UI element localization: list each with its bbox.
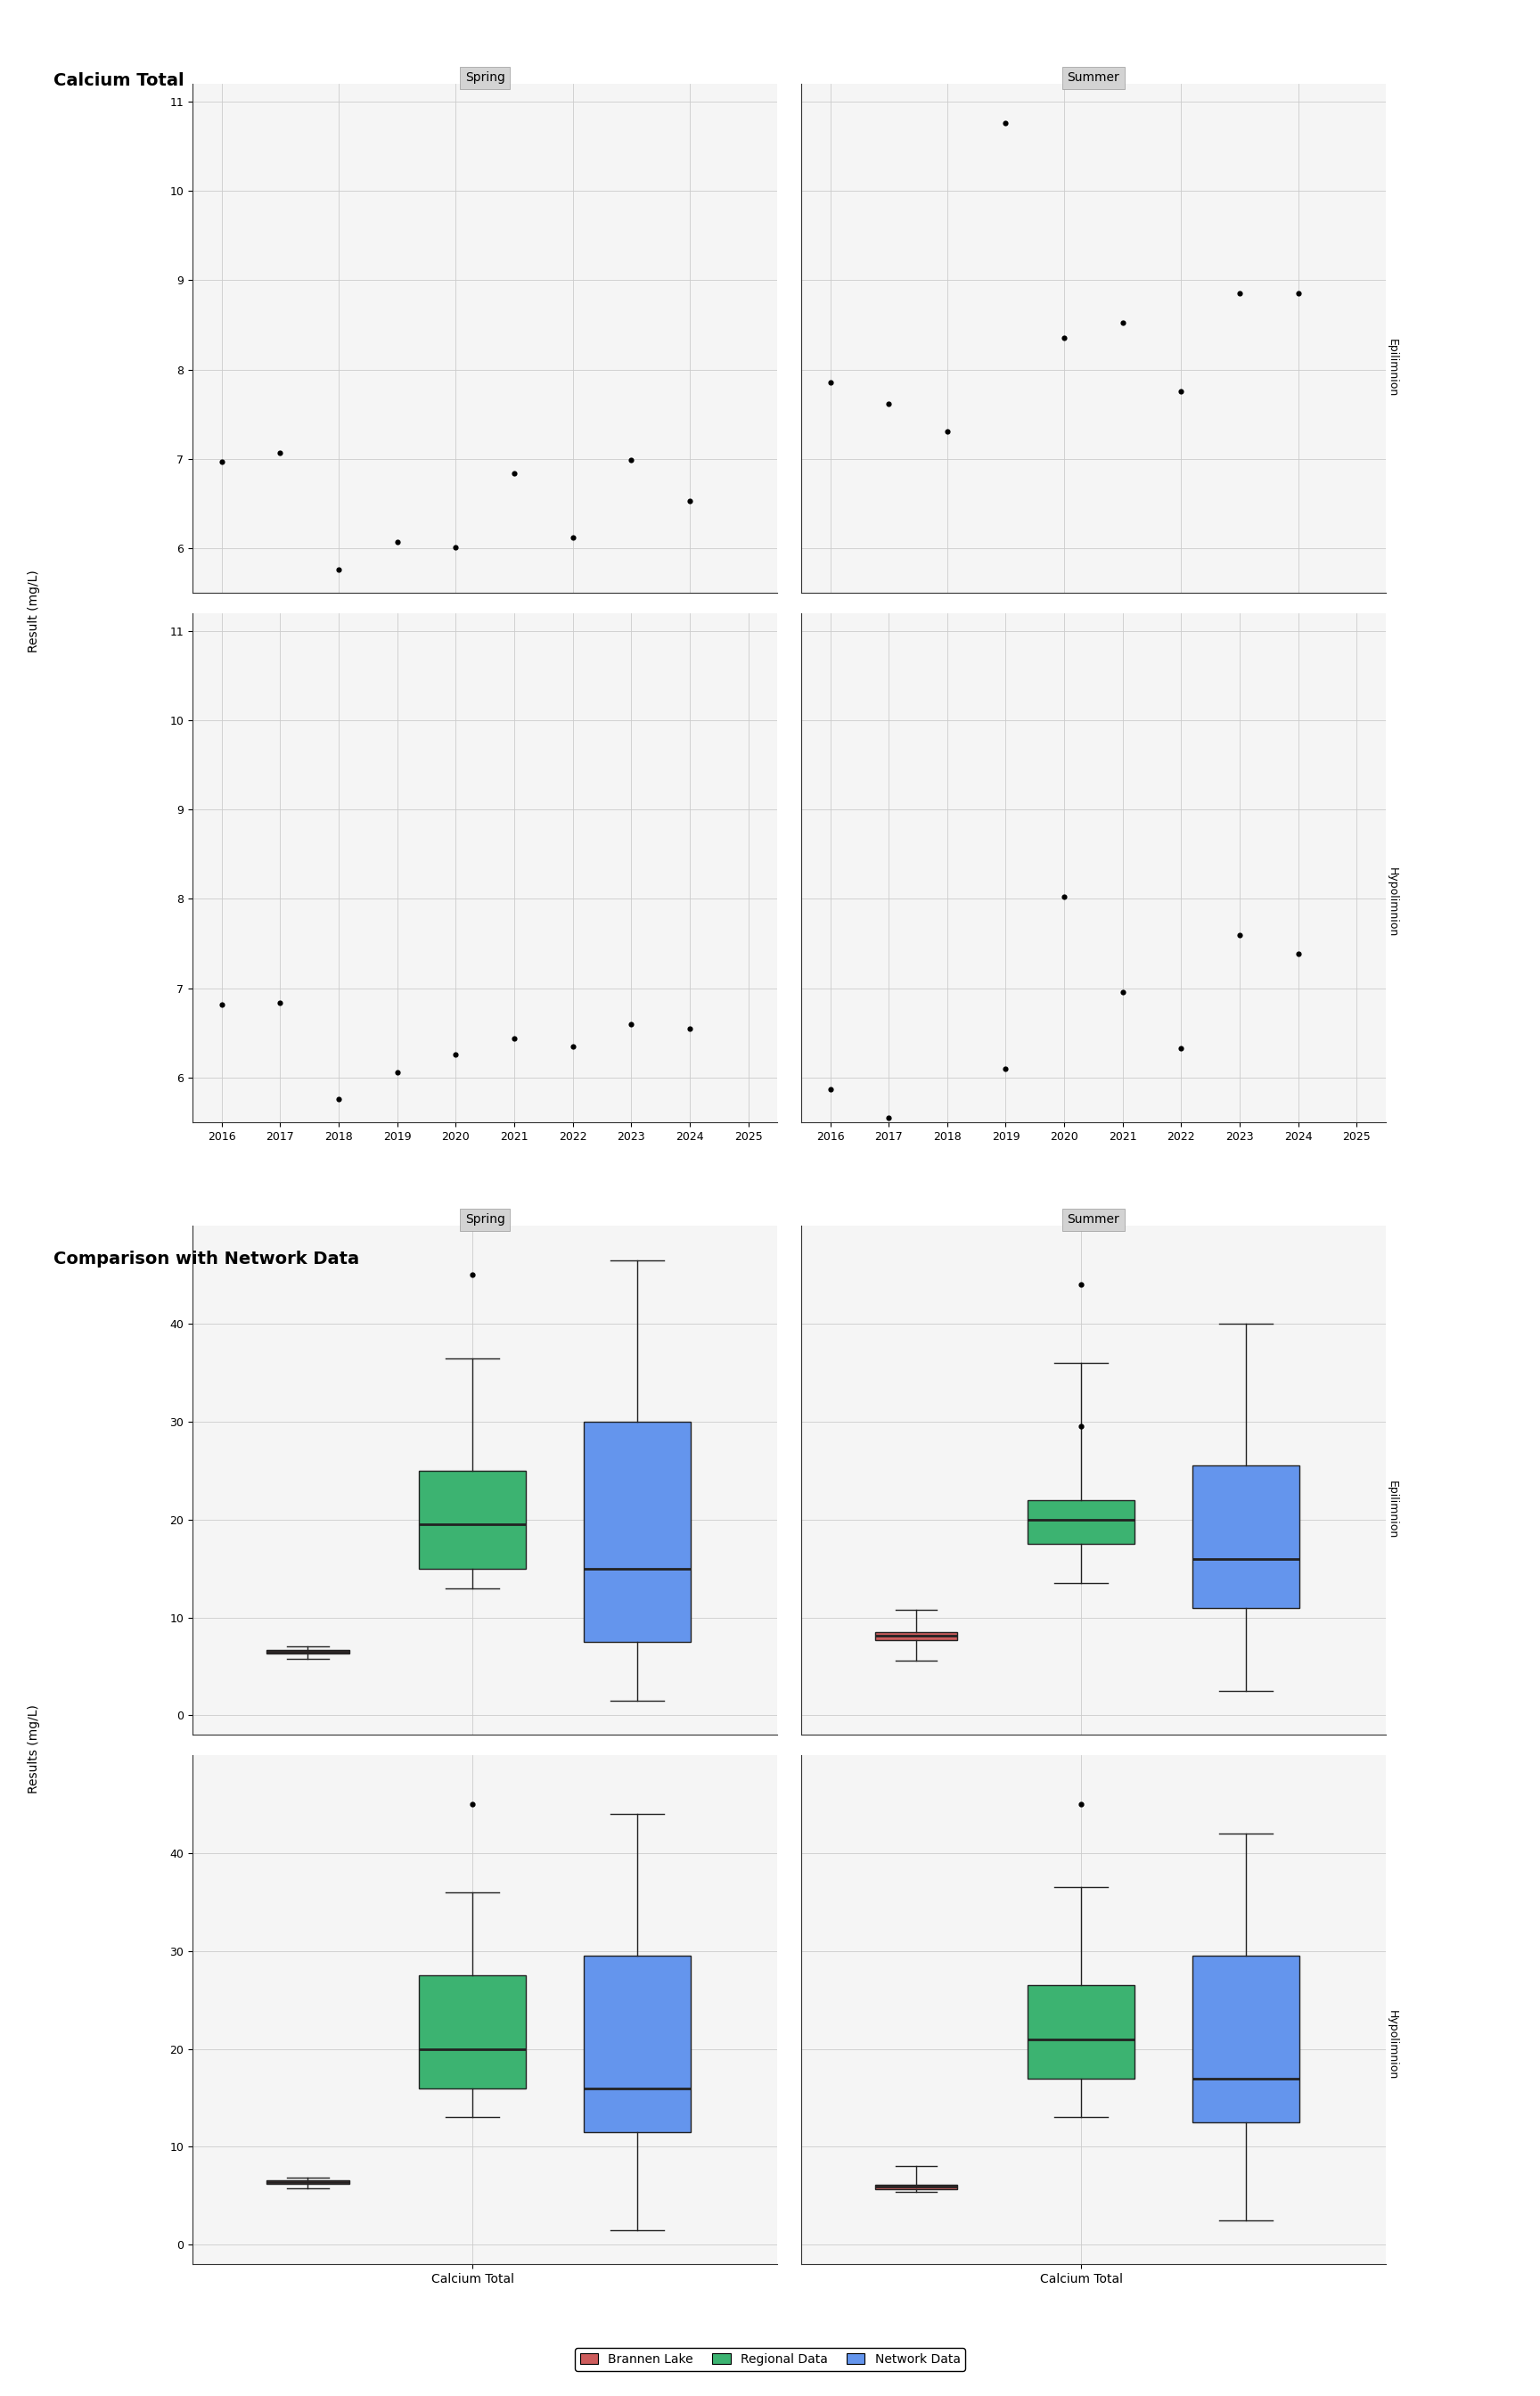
Point: [1227, 915, 1252, 954]
PathPatch shape: [584, 1421, 691, 1641]
Point: [993, 103, 1018, 141]
Title: Summer: Summer: [1067, 72, 1120, 84]
Point: [876, 1097, 901, 1136]
Point: [818, 1071, 842, 1109]
Title: Spring: Spring: [465, 1212, 505, 1227]
Point: [385, 1052, 410, 1090]
Point: [1286, 276, 1311, 314]
Point: [678, 482, 702, 520]
Point: [1052, 319, 1076, 357]
Point: [876, 383, 901, 422]
Point: [1286, 934, 1311, 973]
PathPatch shape: [1192, 1955, 1300, 2123]
Point: [619, 441, 644, 479]
PathPatch shape: [875, 1632, 958, 1639]
Point: [678, 1009, 702, 1047]
Text: Epilimnion: Epilimnion: [1386, 338, 1398, 395]
Point: [1110, 304, 1135, 343]
Legend: Brannen Lake, Regional Data, Network Data: Brannen Lake, Regional Data, Network Dat…: [574, 2348, 966, 2370]
Point: [268, 434, 293, 472]
PathPatch shape: [266, 1651, 350, 1653]
PathPatch shape: [419, 1471, 527, 1569]
Text: Hypolimnion: Hypolimnion: [1386, 867, 1398, 937]
Point: [502, 453, 527, 491]
Text: Result (mg/L): Result (mg/L): [28, 570, 40, 652]
Title: Summer: Summer: [1067, 1212, 1120, 1227]
Point: [1169, 371, 1193, 410]
PathPatch shape: [1027, 1986, 1135, 2077]
Point: [1110, 973, 1135, 1011]
Point: [502, 1018, 527, 1057]
Point: [561, 1028, 585, 1066]
Text: Comparison with Network Data: Comparison with Network Data: [54, 1251, 360, 1267]
PathPatch shape: [419, 1974, 527, 2087]
Point: [993, 1049, 1018, 1088]
PathPatch shape: [1027, 1500, 1135, 1543]
Text: Hypolimnion: Hypolimnion: [1386, 2010, 1398, 2080]
Point: [619, 1004, 644, 1042]
Title: Spring: Spring: [465, 72, 505, 84]
Text: Results (mg/L): Results (mg/L): [28, 1704, 40, 1795]
Point: [561, 518, 585, 556]
Text: Calcium Total: Calcium Total: [54, 72, 185, 89]
Point: [818, 362, 842, 400]
Point: [209, 985, 234, 1023]
PathPatch shape: [1192, 1466, 1300, 1608]
PathPatch shape: [266, 2180, 350, 2185]
PathPatch shape: [875, 2185, 958, 2190]
Point: [444, 527, 468, 565]
Point: [1052, 877, 1076, 915]
Point: [209, 443, 234, 482]
Point: [935, 412, 959, 450]
Point: [268, 982, 293, 1021]
Point: [935, 1109, 959, 1148]
PathPatch shape: [584, 1955, 691, 2132]
Point: [1227, 276, 1252, 314]
Point: [326, 551, 351, 589]
Text: Epilimnion: Epilimnion: [1386, 1481, 1398, 1538]
Point: [385, 522, 410, 561]
Point: [1169, 1028, 1193, 1066]
Point: [326, 1081, 351, 1119]
Point: [444, 1035, 468, 1073]
